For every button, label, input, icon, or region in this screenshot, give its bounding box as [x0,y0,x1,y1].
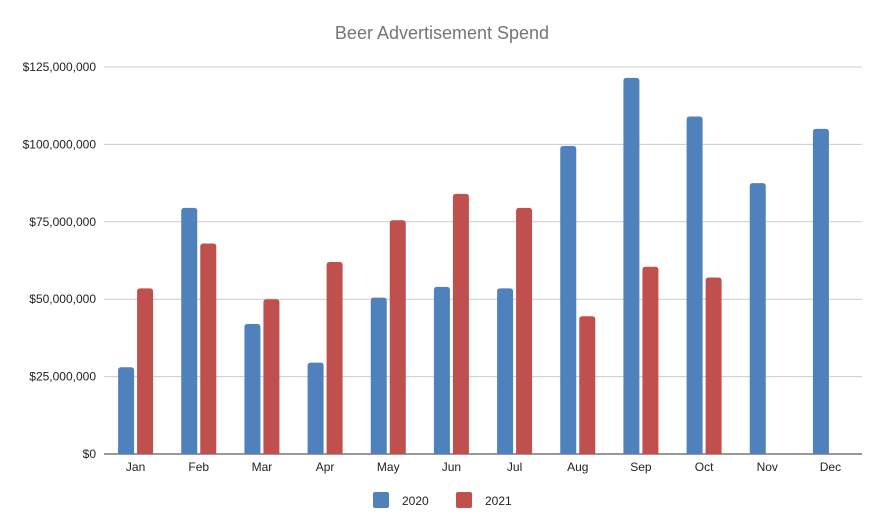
y-tick-label: $75,000,000 [29,215,96,229]
x-tick-label: Sep [630,460,652,474]
bars [118,77,829,455]
x-tick-label: May [377,460,400,474]
bar-2021-feb[interactable] [200,243,217,454]
gridlines [104,66,862,455]
legend[interactable]: 2020 2021 [373,492,512,508]
bar-2020-nov[interactable] [749,183,766,454]
bar-2021-may[interactable] [389,220,406,454]
x-tick-label: Oct [695,460,714,474]
bar-2021-jan[interactable] [137,288,154,454]
y-tick-label: $125,000,000 [23,60,97,74]
bar-2021-apr[interactable] [326,262,343,454]
y-tick-label: $100,000,000 [23,137,97,151]
x-tick-label: Apr [316,460,335,474]
bar-2020-dec[interactable] [812,128,829,455]
bar-2020-jul[interactable] [497,288,514,454]
bar-2021-sep[interactable] [642,266,659,454]
y-axis-tick-labels: $0 $25,000,000 $50,000,000 $75,000,000 $100,… [23,60,97,461]
bar-2020-aug[interactable] [560,145,577,454]
y-tick-label: $25,000,000 [29,370,96,384]
x-tick-label: Mar [252,460,273,474]
y-tick-label: $50,000,000 [29,292,96,306]
x-tick-label: Aug [567,460,588,474]
legend-label: 2020 [402,494,429,508]
bar-2020-apr[interactable] [307,362,324,454]
bar-2021-oct[interactable] [705,277,722,454]
bar-2020-may[interactable] [370,297,387,454]
bar-2020-jun[interactable] [433,286,450,454]
x-axis-tick-labels: Jan Feb Mar Apr May Jun Jul Aug Sep Oct Nov Dec [126,460,841,474]
bar-2021-jun[interactable] [452,193,469,454]
x-tick-label: Nov [757,460,778,474]
legend-item-2020[interactable]: 2020 [373,492,429,508]
bar-2021-jul[interactable] [516,207,533,454]
x-tick-label: Jun [442,460,461,474]
chart-title: Beer Advertisement Spend [335,23,549,43]
legend-item-2021[interactable]: 2021 [456,492,512,508]
legend-swatch [456,492,472,508]
bar-2020-mar[interactable] [244,323,261,454]
legend-swatch [373,492,389,508]
bar-2020-oct[interactable] [686,116,703,454]
x-tick-label: Dec [820,460,841,474]
bar-2020-feb[interactable] [181,207,198,454]
bar-2021-mar[interactable] [263,299,280,454]
bar-2020-sep[interactable] [623,77,640,454]
x-tick-label: Jan [126,460,145,474]
legend-label: 2021 [485,494,512,508]
x-tick-label: Feb [188,460,209,474]
bar-2021-aug[interactable] [579,316,596,454]
y-tick-label: $0 [83,447,97,461]
x-tick-label: Jul [507,460,522,474]
bar-2020-jan[interactable] [118,367,135,454]
